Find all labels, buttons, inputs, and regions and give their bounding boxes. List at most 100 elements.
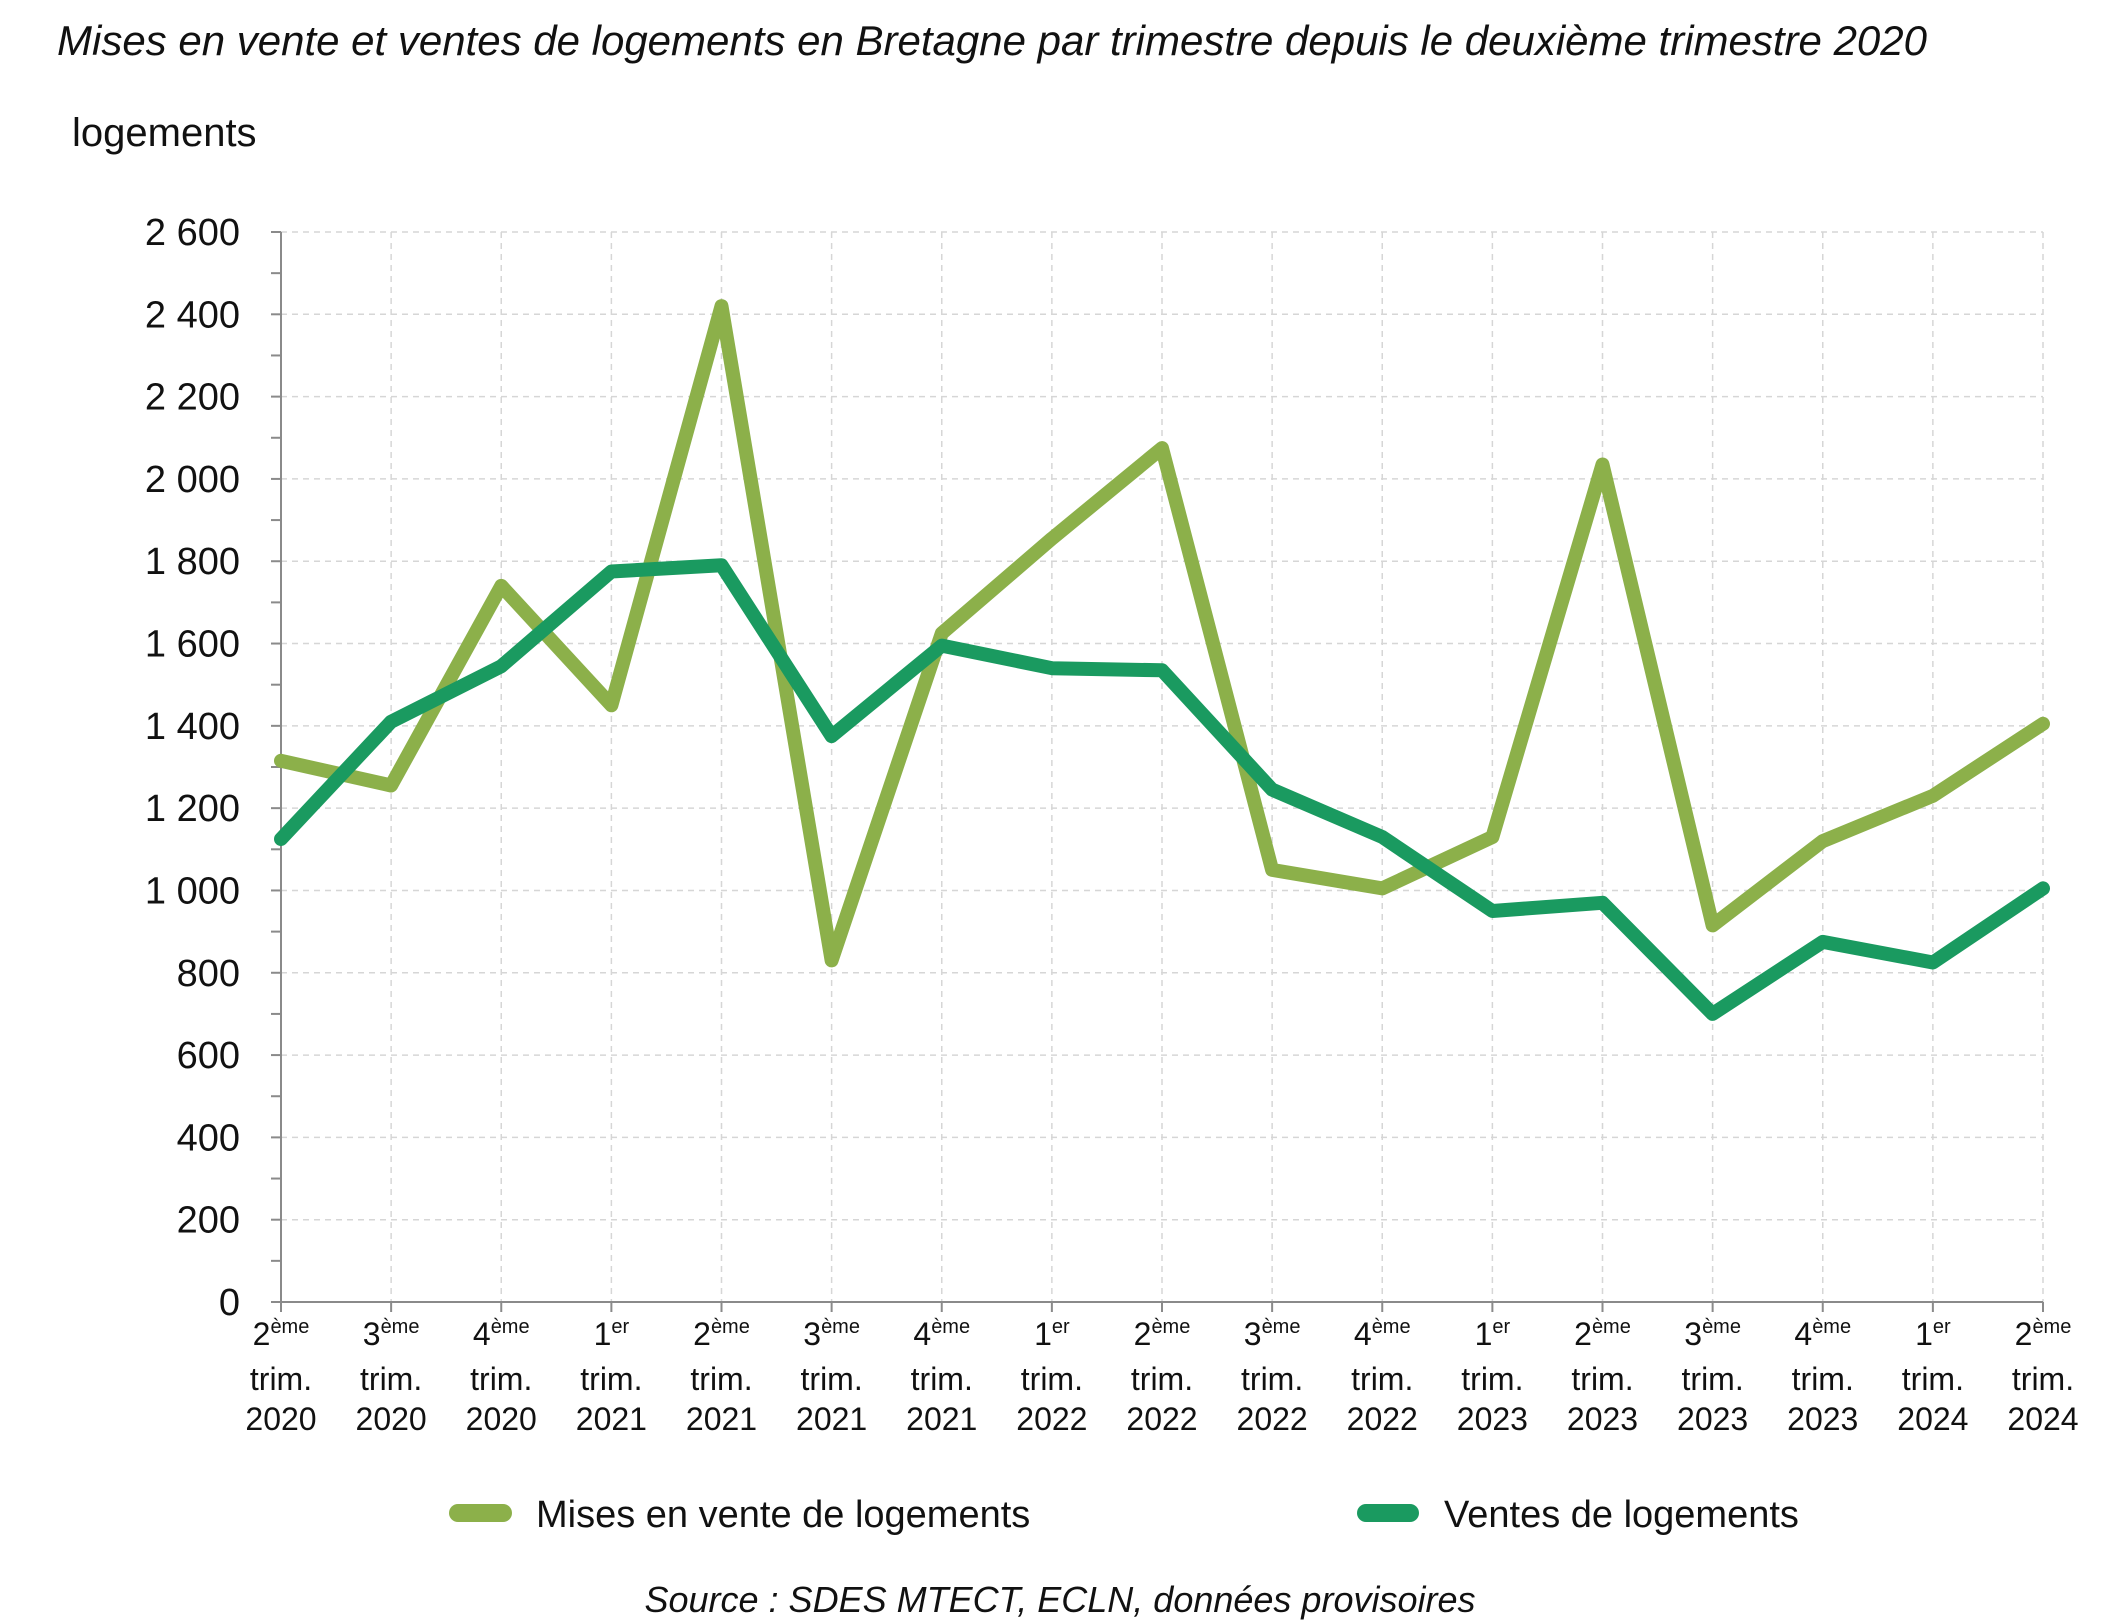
x-tick-label-year: 2021 [796,1401,867,1437]
x-tick-label-superscript: er [1933,1316,1951,1338]
x-tick-label-quarter: 2ème [1574,1316,1631,1352]
x-tick-label-superscript: ème [1262,1316,1301,1338]
x-tick-label-trim: trim. [580,1361,642,1397]
x-tick-label-number: 3 [803,1316,821,1352]
data-point [2042,887,2044,889]
data-point [1381,836,1383,838]
x-tick-label-year: 2023 [1787,1401,1858,1437]
y-tick-label: 0 [219,1282,240,1324]
x-tick-label: 3ème trim. 2020 [356,1316,427,1437]
data-point [831,959,833,961]
x-tick-label-superscript: ème [1372,1316,1411,1338]
x-tick-label: 4ème trim. 2020 [466,1316,537,1437]
x-tick-label-trim: trim. [1902,1361,1964,1397]
data-point [390,785,392,787]
grid [281,231,2044,1302]
x-tick-label-superscript: ème [931,1316,970,1338]
x-tick-label: 4ème trim. 2022 [1347,1316,1418,1437]
data-point [1822,840,1824,842]
y-tick-label: 1 800 [145,541,240,583]
x-tick-label-number: 2 [1134,1316,1152,1352]
data-point [500,665,502,667]
y-tick-label: 1 200 [145,788,240,830]
x-tick-label-trim: trim. [690,1361,752,1397]
data-point [500,585,502,587]
x-tick-label-superscript: ème [1812,1316,1851,1338]
data-point [721,564,722,566]
y-tick-label: 400 [177,1117,240,1159]
x-tick-label-superscript: ème [2032,1316,2071,1338]
data-point [610,704,612,706]
data-point [941,645,943,647]
x-tick-label: 1er trim. 2024 [1897,1316,1968,1437]
x-tick-label-number: 4 [473,1316,491,1352]
x-tick-label-quarter: 4ème [913,1316,970,1352]
x-tick-label-quarter: 3ème [803,1316,860,1352]
data-point [1161,669,1163,671]
x-tick-label-superscript: ème [270,1316,309,1338]
x-tick-label-trim: trim. [1461,1361,1523,1397]
series-lines [274,299,2050,1021]
x-tick-label-year: 2022 [1237,1401,1308,1437]
x-tick-label-number: 2 [2015,1316,2033,1352]
x-tick-label-number: 4 [913,1316,931,1352]
x-tick-label-quarter: 1er [1475,1316,1511,1352]
y-tick-label: 2 600 [145,212,240,254]
x-tick-label: 3ème trim. 2023 [1677,1316,1748,1437]
x-tick-label-year: 2021 [686,1401,757,1437]
x-tick-label-superscript: er [1492,1316,1510,1338]
x-tick-label-superscript: er [611,1316,629,1338]
x-tick-label-superscript: ème [1151,1316,1190,1338]
x-tick-label-quarter: 2ème [1134,1316,1191,1352]
x-tick-label-trim: trim. [1351,1361,1413,1397]
x-tick-label-year: 2024 [2007,1401,2078,1437]
x-tick-label-trim: trim. [911,1361,973,1397]
x-tick-label-number: 2 [253,1316,271,1352]
data-point [1271,869,1273,871]
legend-label-ventes: Ventes de logements [1444,1494,1799,1536]
x-tick-label-trim: trim. [1571,1361,1633,1397]
data-point [1051,667,1053,669]
x-tick-label: 2ème trim. 2020 [245,1316,316,1437]
x-tick-label-superscript: ème [821,1316,860,1338]
x-tick-label-number: 1 [1034,1316,1052,1352]
x-tick-label-trim: trim. [1021,1361,1083,1397]
x-tick-label-superscript: ème [1592,1316,1631,1338]
x-tick-label-quarter: 2ème [2015,1316,2072,1352]
data-point [1491,836,1493,838]
x-tick-label-year: 2022 [1347,1401,1418,1437]
x-tick-label-quarter: 4ème [1354,1316,1411,1352]
legend: Mises en vente de logements Ventes de lo… [449,1494,1799,1536]
x-tick-label: 3ème trim. 2021 [796,1316,867,1437]
x-tick-label-year: 2021 [906,1401,977,1437]
data-point [1932,795,1934,797]
y-tick-label: 2 200 [145,377,240,419]
x-tick-label-trim: trim. [1682,1361,1744,1397]
x-tick-label: 1er trim. 2022 [1016,1316,1087,1437]
data-point [1271,789,1273,791]
y-axis-unit-label: logements [72,111,257,155]
data-point [1051,538,1053,540]
x-tick-label: 1er trim. 2023 [1457,1316,1528,1437]
y-tick-labels: 0 200 400 600 800 1 000 1 200 1 400 1 600 1 800 2 … [145,212,240,1324]
data-point [610,571,612,573]
x-tick-label-year: 2022 [1126,1401,1197,1437]
x-tick-label-year: 2021 [576,1401,647,1437]
x-tick-label-quarter: 3ème [1684,1316,1741,1352]
x-tick-label: 4ème trim. 2023 [1787,1316,1858,1437]
data-point [280,838,282,840]
x-tick-label-quarter: 4ème [473,1316,530,1352]
x-tick-label-number: 4 [1354,1316,1372,1352]
y-tick-label: 200 [177,1200,240,1242]
x-tick-label-superscript: ème [381,1316,420,1338]
x-tick-label-quarter: 1er [1034,1316,1070,1352]
x-tick-label-year: 2020 [466,1401,537,1437]
x-tick-label: 4ème trim. 2021 [906,1316,977,1437]
x-tick-label-trim: trim. [360,1361,422,1397]
x-tick-label-quarter: 1er [594,1316,630,1352]
x-tick-label-trim: trim. [2012,1361,2074,1397]
data-point [1712,924,1714,926]
y-tick-label: 800 [177,953,240,995]
x-tick-label-trim: trim. [1131,1361,1193,1397]
